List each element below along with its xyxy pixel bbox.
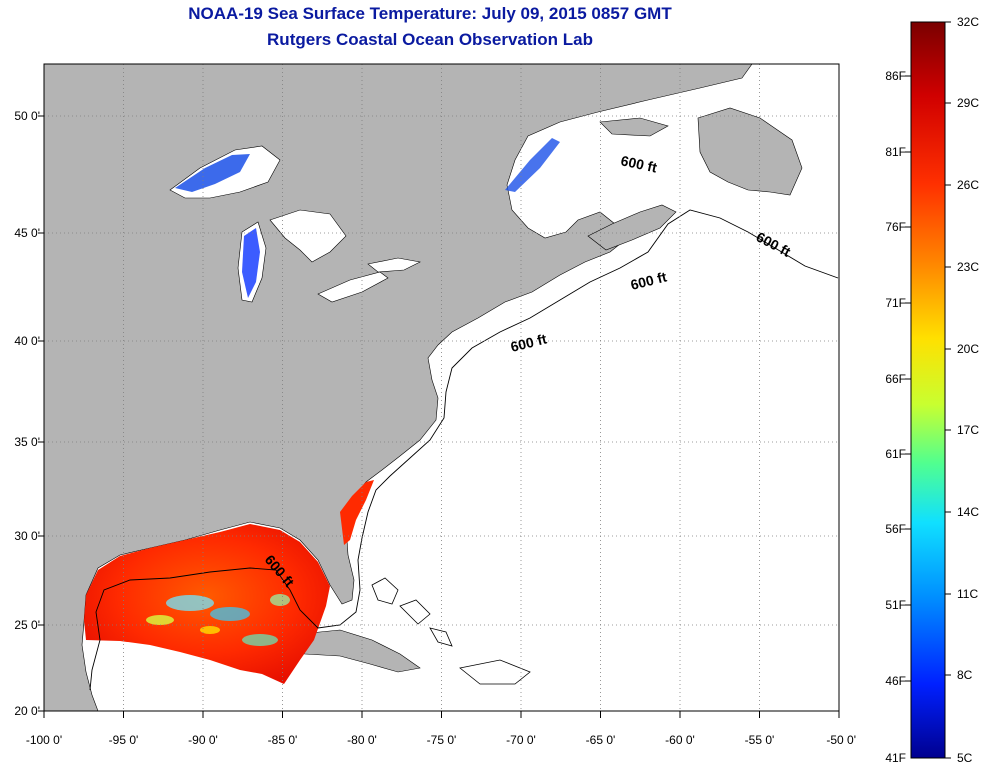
gulf-cool-patches xyxy=(146,594,290,646)
celsius-label: 14C xyxy=(957,505,979,519)
celsius-label: 20C xyxy=(957,342,979,356)
latitude-label: 25 0' xyxy=(14,618,40,632)
lake-superior-sst xyxy=(175,154,250,192)
fahrenheit-label: 81F xyxy=(885,145,906,159)
fahrenheit-label: 46F xyxy=(885,674,906,688)
celsius-label: 11C xyxy=(957,587,978,601)
contour-label: 600 ft xyxy=(619,152,658,175)
map-title: NOAA-19 Sea Surface Temperature: July 09… xyxy=(188,4,672,23)
latitude-label: 50 0' xyxy=(14,109,40,123)
lake-huron xyxy=(269,209,347,263)
longitude-label: -95 0' xyxy=(109,733,139,747)
fahrenheit-label: 51F xyxy=(885,598,906,612)
lake-ontario xyxy=(367,257,421,273)
longitude-label: -100 0' xyxy=(26,733,62,747)
land-hispaniola xyxy=(459,659,531,685)
map-frame xyxy=(43,63,840,712)
fahrenheit-label: 41F xyxy=(885,751,906,765)
fahrenheit-label: 66F xyxy=(885,372,906,386)
fahrenheit-label: 61F xyxy=(885,447,906,461)
map-subtitle: Rutgers Coastal Ocean Observation Lab xyxy=(267,30,593,49)
land-nova-scotia xyxy=(587,204,677,251)
celsius-label: 8C xyxy=(957,668,973,682)
longitude-label: -55 0' xyxy=(745,733,775,747)
celsius-label: 32C xyxy=(957,15,979,29)
land-newfoundland xyxy=(697,107,803,196)
land-north-america xyxy=(44,64,753,711)
longitude-label: -90 0' xyxy=(188,733,218,747)
st-lawrence-sst xyxy=(505,138,560,192)
latitude-label: 45 0' xyxy=(14,226,40,240)
celsius-label: 17C xyxy=(957,423,979,437)
bathymetry-600ft-contour xyxy=(89,209,839,691)
fahrenheit-label: 71F xyxy=(885,296,906,310)
latitude-label: 20 0' xyxy=(14,704,40,718)
latitude-label: 30 0' xyxy=(14,529,40,543)
fahrenheit-label: 76F xyxy=(885,220,906,234)
celsius-label: 29C xyxy=(957,96,979,110)
longitude-label: -65 0' xyxy=(586,733,616,747)
colorbar-ticks xyxy=(905,21,951,759)
longitude-label: -80 0' xyxy=(347,733,377,747)
land-anticosti xyxy=(599,117,669,137)
longitude-label: -70 0' xyxy=(506,733,536,747)
fahrenheit-label: 56F xyxy=(885,522,906,536)
map-grid xyxy=(38,64,840,718)
land-bahamas xyxy=(371,577,453,647)
latitude-label: 35 0' xyxy=(14,435,40,449)
colorbar xyxy=(910,21,946,759)
celsius-label: 5C xyxy=(957,751,973,765)
longitude-label: -75 0' xyxy=(427,733,457,747)
celsius-label: 26C xyxy=(957,178,979,192)
fahrenheit-label: 86F xyxy=(885,69,906,83)
celsius-label: 23C xyxy=(957,260,979,274)
longitude-label: -60 0' xyxy=(665,733,695,747)
longitude-label: -50 0' xyxy=(826,733,856,747)
lake-michigan-sst xyxy=(242,228,260,298)
lake-erie xyxy=(317,271,389,303)
longitude-label: -85 0' xyxy=(268,733,298,747)
atlantic-sst-strip xyxy=(340,480,374,545)
latitude-label: 40 0' xyxy=(14,334,40,348)
